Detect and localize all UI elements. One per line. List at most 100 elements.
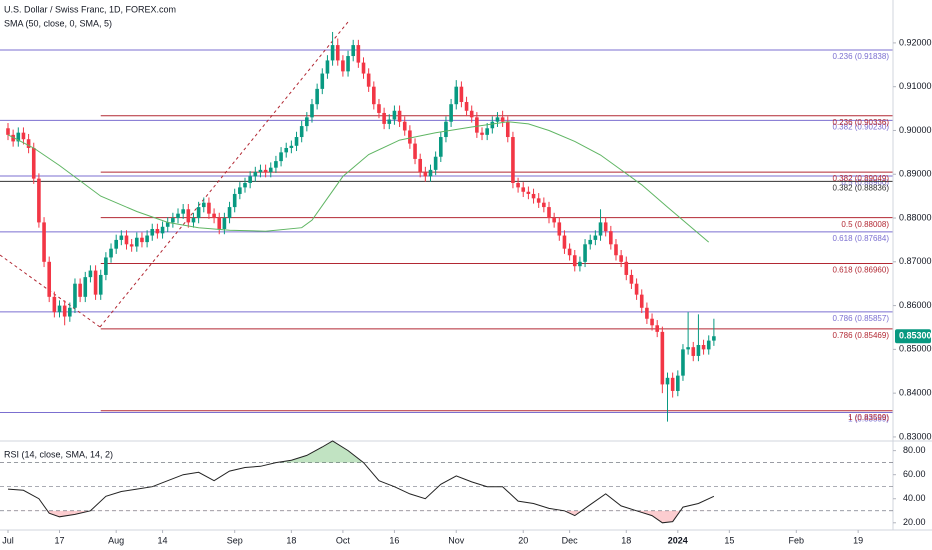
rsi-y-tick-label: 60.00 — [903, 469, 926, 479]
x-tick-label: 18 — [286, 535, 296, 545]
candle-body — [351, 45, 356, 57]
candle-body — [495, 117, 500, 122]
x-tick-label: Sep — [227, 535, 243, 545]
last-price-label: 0.85300 — [899, 331, 932, 341]
candle-body — [634, 283, 639, 295]
candle-body — [134, 237, 139, 247]
candle-body — [78, 283, 82, 297]
candle-body — [536, 198, 541, 203]
rsi-y-tick-label: 20.00 — [903, 517, 926, 527]
candle-body — [155, 228, 160, 234]
candle-body — [11, 134, 15, 142]
y-tick-label: 0.89000 — [899, 169, 932, 179]
fib-label: 0.618 (0.87684) — [833, 234, 890, 243]
y-tick-label: 0.83000 — [899, 431, 932, 441]
candle-body — [469, 110, 474, 118]
candle-body — [583, 244, 587, 262]
candle-body — [418, 158, 422, 173]
candle-body — [382, 112, 386, 124]
candle-body — [57, 305, 62, 313]
candle-body — [47, 261, 52, 297]
candle-body — [408, 130, 412, 144]
candle-body — [706, 340, 711, 350]
candle-body — [547, 207, 551, 219]
fib-label: 0.236 (0.91838) — [833, 52, 890, 61]
candle-body — [289, 145, 294, 148]
y-tick-label: 0.90000 — [899, 125, 932, 135]
overlay — [7, 121, 710, 243]
candle-body — [176, 213, 180, 219]
candle-body — [413, 143, 417, 159]
candle-body — [366, 73, 371, 87]
x-tick-label: Aug — [108, 535, 124, 545]
candle-body — [325, 60, 330, 74]
candle-body — [614, 244, 618, 256]
rsi-line — [7, 440, 715, 524]
candle-body — [655, 325, 660, 332]
candle-body — [104, 257, 108, 275]
candle-body — [588, 239, 593, 245]
rsi-y-tick-label: 80.00 — [903, 445, 926, 455]
x-tick-label: 18 — [621, 535, 631, 545]
candle-body — [299, 126, 304, 138]
fib-label: 0.382 (0.89049) — [833, 174, 890, 183]
last-price-badge — [895, 329, 931, 344]
candle-body — [397, 110, 402, 122]
candle-body — [567, 248, 572, 256]
x-tick-label: 14 — [158, 535, 168, 545]
candle-body — [124, 235, 129, 245]
x-tick-label: 19 — [853, 535, 863, 545]
candle-body — [598, 222, 603, 236]
candle-body — [201, 202, 206, 208]
candle-body — [42, 222, 46, 262]
candle-body — [531, 193, 536, 199]
x-tick-label: Nov — [448, 535, 465, 545]
x-tick-label: Oct — [336, 535, 351, 545]
candle-body — [356, 45, 361, 63]
candle-body — [681, 349, 685, 376]
candle-body — [686, 347, 690, 350]
candle-body — [31, 147, 36, 179]
candle-body — [37, 178, 41, 223]
y-tick-label: 0.85000 — [899, 344, 932, 354]
fib-label: 0.382 (0.90230) — [833, 123, 890, 132]
chart-title: U.S. Dollar / Swiss Franc, 1D, FOREX.com — [4, 4, 176, 14]
candle-body — [372, 86, 376, 105]
candle-body — [603, 222, 608, 232]
candle-body — [629, 274, 634, 284]
candle-body — [6, 128, 10, 135]
y-tick-label: 0.87000 — [899, 256, 932, 266]
candle-body — [109, 248, 113, 258]
candle-body — [150, 228, 155, 236]
x-tick-label: Jul — [2, 535, 14, 545]
candle-body — [263, 169, 268, 173]
candle-body — [253, 172, 258, 177]
y-tick-label: 0.91000 — [899, 81, 932, 91]
fib-label: 0.236 (0.90336) — [833, 118, 890, 127]
candle-body — [145, 235, 149, 243]
candle-body — [645, 307, 649, 319]
candle-body — [129, 244, 134, 247]
fib-layer: 0.236 (0.91838) 0.382 (0.90230) 0.5 (0.889… — [0, 49, 893, 424]
candle-body — [438, 137, 443, 157]
candle-body — [521, 187, 526, 192]
candle-body — [335, 45, 340, 61]
candle-body — [279, 152, 283, 162]
candle-body — [572, 255, 577, 267]
candle-body — [83, 277, 88, 297]
candle-body — [480, 132, 484, 135]
candle-body — [475, 117, 479, 133]
candle-body — [305, 117, 309, 127]
candle-body — [310, 104, 314, 118]
x-tick-label: 20 — [518, 535, 528, 545]
x-tick-label: 17 — [55, 535, 65, 545]
candle-body — [712, 336, 716, 341]
candle-body — [341, 60, 345, 72]
candle-body — [542, 202, 546, 208]
candle-body — [665, 377, 670, 385]
candle-body — [459, 86, 464, 103]
candle-body — [619, 255, 623, 262]
candle-body — [212, 213, 216, 219]
candle-body — [500, 117, 505, 122]
